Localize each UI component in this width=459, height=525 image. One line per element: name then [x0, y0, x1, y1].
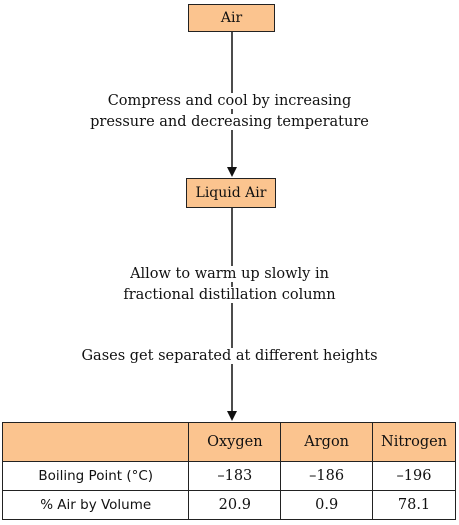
table-header-row: Oxygen Argon Nitrogen: [1, 422, 456, 462]
cell-argon-boiling: –186: [280, 461, 374, 491]
air-box: Air: [188, 4, 275, 32]
warm-step-text: Allow to warm up slowly in fractional di…: [0, 264, 459, 306]
cell-oxygen-boiling: –183: [188, 461, 282, 491]
cell-argon-volume: 0.9: [280, 490, 374, 520]
table-header-oxygen: Oxygen: [188, 422, 282, 462]
table-header-blank: [1, 422, 190, 462]
gas-properties-table: Oxygen Argon Nitrogen Boiling Point (°C)…: [1, 422, 456, 520]
compress-step-line-1: Compress and cool by increasing: [105, 93, 354, 109]
compress-step-text: Compress and cool by increasing pressure…: [0, 91, 459, 133]
compress-step-line-2: pressure and decreasing temperature: [88, 114, 371, 130]
separation-step-text: Gases get separated at different heights: [0, 346, 459, 367]
cell-oxygen-volume: 20.9: [188, 490, 282, 520]
warm-step-line-2: fractional distillation column: [121, 287, 338, 303]
row-label-air-volume: % Air by Volume: [1, 490, 190, 520]
separation-step-line: Gases get separated at different heights: [79, 348, 380, 364]
cell-nitrogen-volume: 78.1: [372, 490, 456, 520]
liquid-air-box-label: Liquid Air: [195, 185, 267, 201]
cell-nitrogen-boiling: –196: [372, 461, 456, 491]
table-header-nitrogen: Nitrogen: [372, 422, 456, 462]
table-header-argon: Argon: [280, 422, 374, 462]
warm-step-line-1: Allow to warm up slowly in: [128, 266, 331, 282]
row-label-boiling-point: Boiling Point (°C): [1, 461, 190, 491]
liquid-air-box: Liquid Air: [186, 178, 276, 208]
air-box-label: Air: [220, 10, 243, 26]
table-row: Boiling Point (°C) –183 –186 –196: [1, 461, 456, 491]
table-row: % Air by Volume 20.9 0.9 78.1: [1, 490, 456, 520]
